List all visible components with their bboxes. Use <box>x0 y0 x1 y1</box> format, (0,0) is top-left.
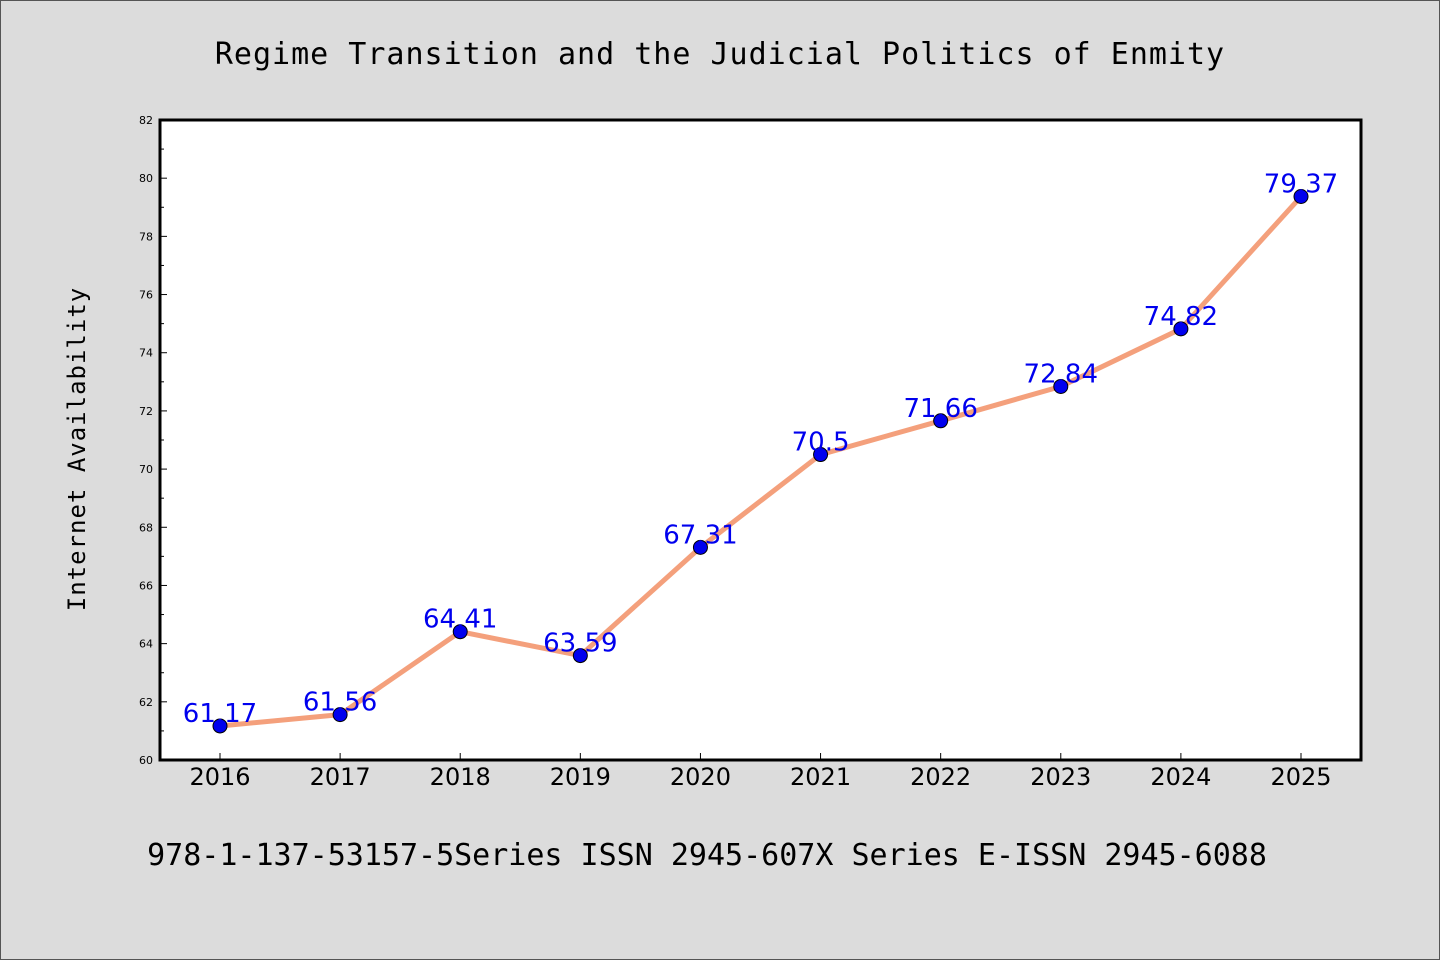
data-point <box>1173 321 1189 337</box>
data-point <box>452 624 468 640</box>
data-label: 70.5 <box>792 428 850 458</box>
x-tick-label: 2018 <box>430 763 491 791</box>
data-label: 71.66 <box>903 394 977 424</box>
data-label: 63.59 <box>543 629 617 659</box>
y-tick-label: 82 <box>139 114 153 127</box>
data-label: 64.41 <box>423 605 497 635</box>
data-point <box>212 718 228 734</box>
x-tick-label: 2017 <box>310 763 371 791</box>
plot-area <box>160 120 1361 760</box>
y-tick-label: 78 <box>139 230 153 243</box>
y-tick-label: 64 <box>139 638 153 651</box>
chart-title: Regime Transition and the Judicial Polit… <box>215 37 1225 72</box>
y-tick-label: 62 <box>139 696 153 709</box>
data-label: 74.82 <box>1144 302 1218 332</box>
x-axis: 2016 2017 2018 2019 2020 2021 2022 2023 2024 2025 <box>189 753 1332 791</box>
data-label: 67.31 <box>663 520 737 550</box>
footer-isbn-issn: 978-1-137-53157-5Series ISSN 2945-607X S… <box>147 838 1267 873</box>
data-point <box>692 539 708 555</box>
data-point <box>813 447 829 463</box>
plot-border <box>158 118 1363 762</box>
data-point <box>1053 378 1069 394</box>
data-point <box>1293 189 1309 205</box>
data-point <box>572 648 588 664</box>
x-tick-label: 2020 <box>670 763 731 791</box>
y-axis-label: Internet Availability <box>63 287 91 611</box>
series-layer: 61.17 61.56 64.41 63.59 67.31 70.5 71.66 72.84 7… <box>183 170 1338 734</box>
data-label: 61.17 <box>183 699 257 729</box>
x-tick-label: 2025 <box>1270 763 1331 791</box>
data-point <box>332 707 348 723</box>
x-tick-label: 2023 <box>1030 763 1091 791</box>
y-tick-label: 80 <box>139 172 153 185</box>
y-axis: 60 62 64 66 68 70 72 74 76 78 80 82 <box>139 114 167 767</box>
data-point <box>933 413 949 429</box>
data-label: 72.84 <box>1024 359 1098 389</box>
x-tick-label: 2021 <box>790 763 851 791</box>
x-tick-label: 2024 <box>1150 763 1211 791</box>
y-tick-label: 74 <box>139 347 153 360</box>
y-tick-label: 72 <box>139 405 153 418</box>
y-tick-label: 76 <box>139 289 153 302</box>
x-tick-label: 2019 <box>550 763 611 791</box>
data-label: 61.56 <box>303 688 377 718</box>
data-label: 79.37 <box>1264 170 1338 200</box>
series-line <box>217 194 1304 729</box>
x-tick-label: 2022 <box>910 763 971 791</box>
y-tick-label: 66 <box>139 579 153 592</box>
x-tick-label: 2016 <box>189 763 250 791</box>
y-tick-label: 68 <box>139 521 153 534</box>
y-tick-label: 60 <box>139 754 153 767</box>
y-tick-label: 70 <box>139 463 153 476</box>
